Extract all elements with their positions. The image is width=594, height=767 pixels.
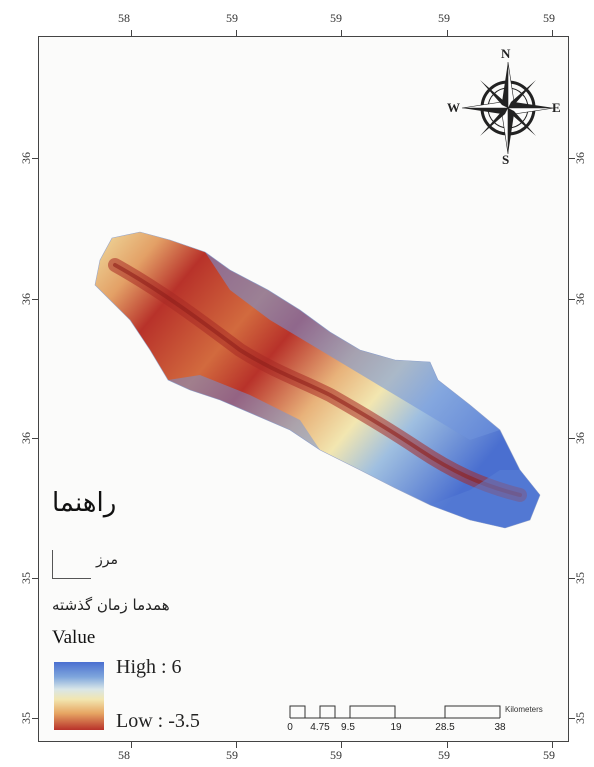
frame-tick [552,30,553,36]
bottom-tick-label-3: 59 [330,748,342,762]
low-slope-north [205,252,500,440]
bottom-tick-label-2: 59 [226,748,238,762]
frame-tick [569,718,575,719]
scale-label-5: 38 [494,722,506,733]
scale-label-1: 4.75 [310,722,330,733]
frame-tick [552,742,553,748]
frame-tick [569,299,575,300]
boundary-swatch [52,550,91,579]
top-tick-label-5: 59 [543,11,555,25]
frame-tick [131,30,132,36]
compass-east-label: E [552,100,561,115]
frame-tick [236,742,237,748]
ridge-line-inner [113,263,522,497]
legend-low-label: Low : -3.5 [116,710,200,732]
frame-tick [32,578,38,579]
value-color-ramp [54,662,104,730]
scale-label-2: 9.5 [341,722,355,733]
frame-tick [569,578,575,579]
legend-value-title: Value [52,627,96,648]
frame-tick [341,30,342,36]
compass-west-label: W [447,100,460,115]
frame-tick [569,438,575,439]
north-arrow-compass [461,61,555,155]
bottom-tick-label-5: 59 [543,748,555,762]
top-tick-label-4: 59 [438,11,450,25]
top-tick-label-3: 59 [330,11,342,25]
frame-tick [447,30,448,36]
low-slope-south [168,375,320,450]
frame-tick [447,742,448,748]
frame-tick [236,30,237,36]
compass-north-label: N [501,46,511,61]
frame-tick [32,158,38,159]
bottom-tick-label-4: 59 [438,748,450,762]
top-tick-label-1: 58 [118,11,130,25]
frame-tick [32,438,38,439]
boundary-label: مرز [96,552,118,568]
frame-tick [341,742,342,748]
bottom-tick-label-1: 58 [118,748,130,762]
compass-south-label: S [502,152,510,167]
scale-label-0: 0 [287,722,293,733]
legend-high-label: High : 6 [116,656,182,678]
top-tick-label-2: 59 [226,11,238,25]
frame-tick [569,158,575,159]
frame-tick [32,299,38,300]
legend-title: راهنما [52,488,117,518]
past-period-label: همدما زمان گذشته [52,596,170,614]
scale-unit-label: Kilometers [505,705,543,714]
frame-tick [131,742,132,748]
scale-label-3: 19 [390,722,402,733]
scale-bar [289,705,501,719]
scale-label-4: 28.5 [435,722,455,733]
low-slope-east [430,470,540,528]
frame-tick [32,718,38,719]
